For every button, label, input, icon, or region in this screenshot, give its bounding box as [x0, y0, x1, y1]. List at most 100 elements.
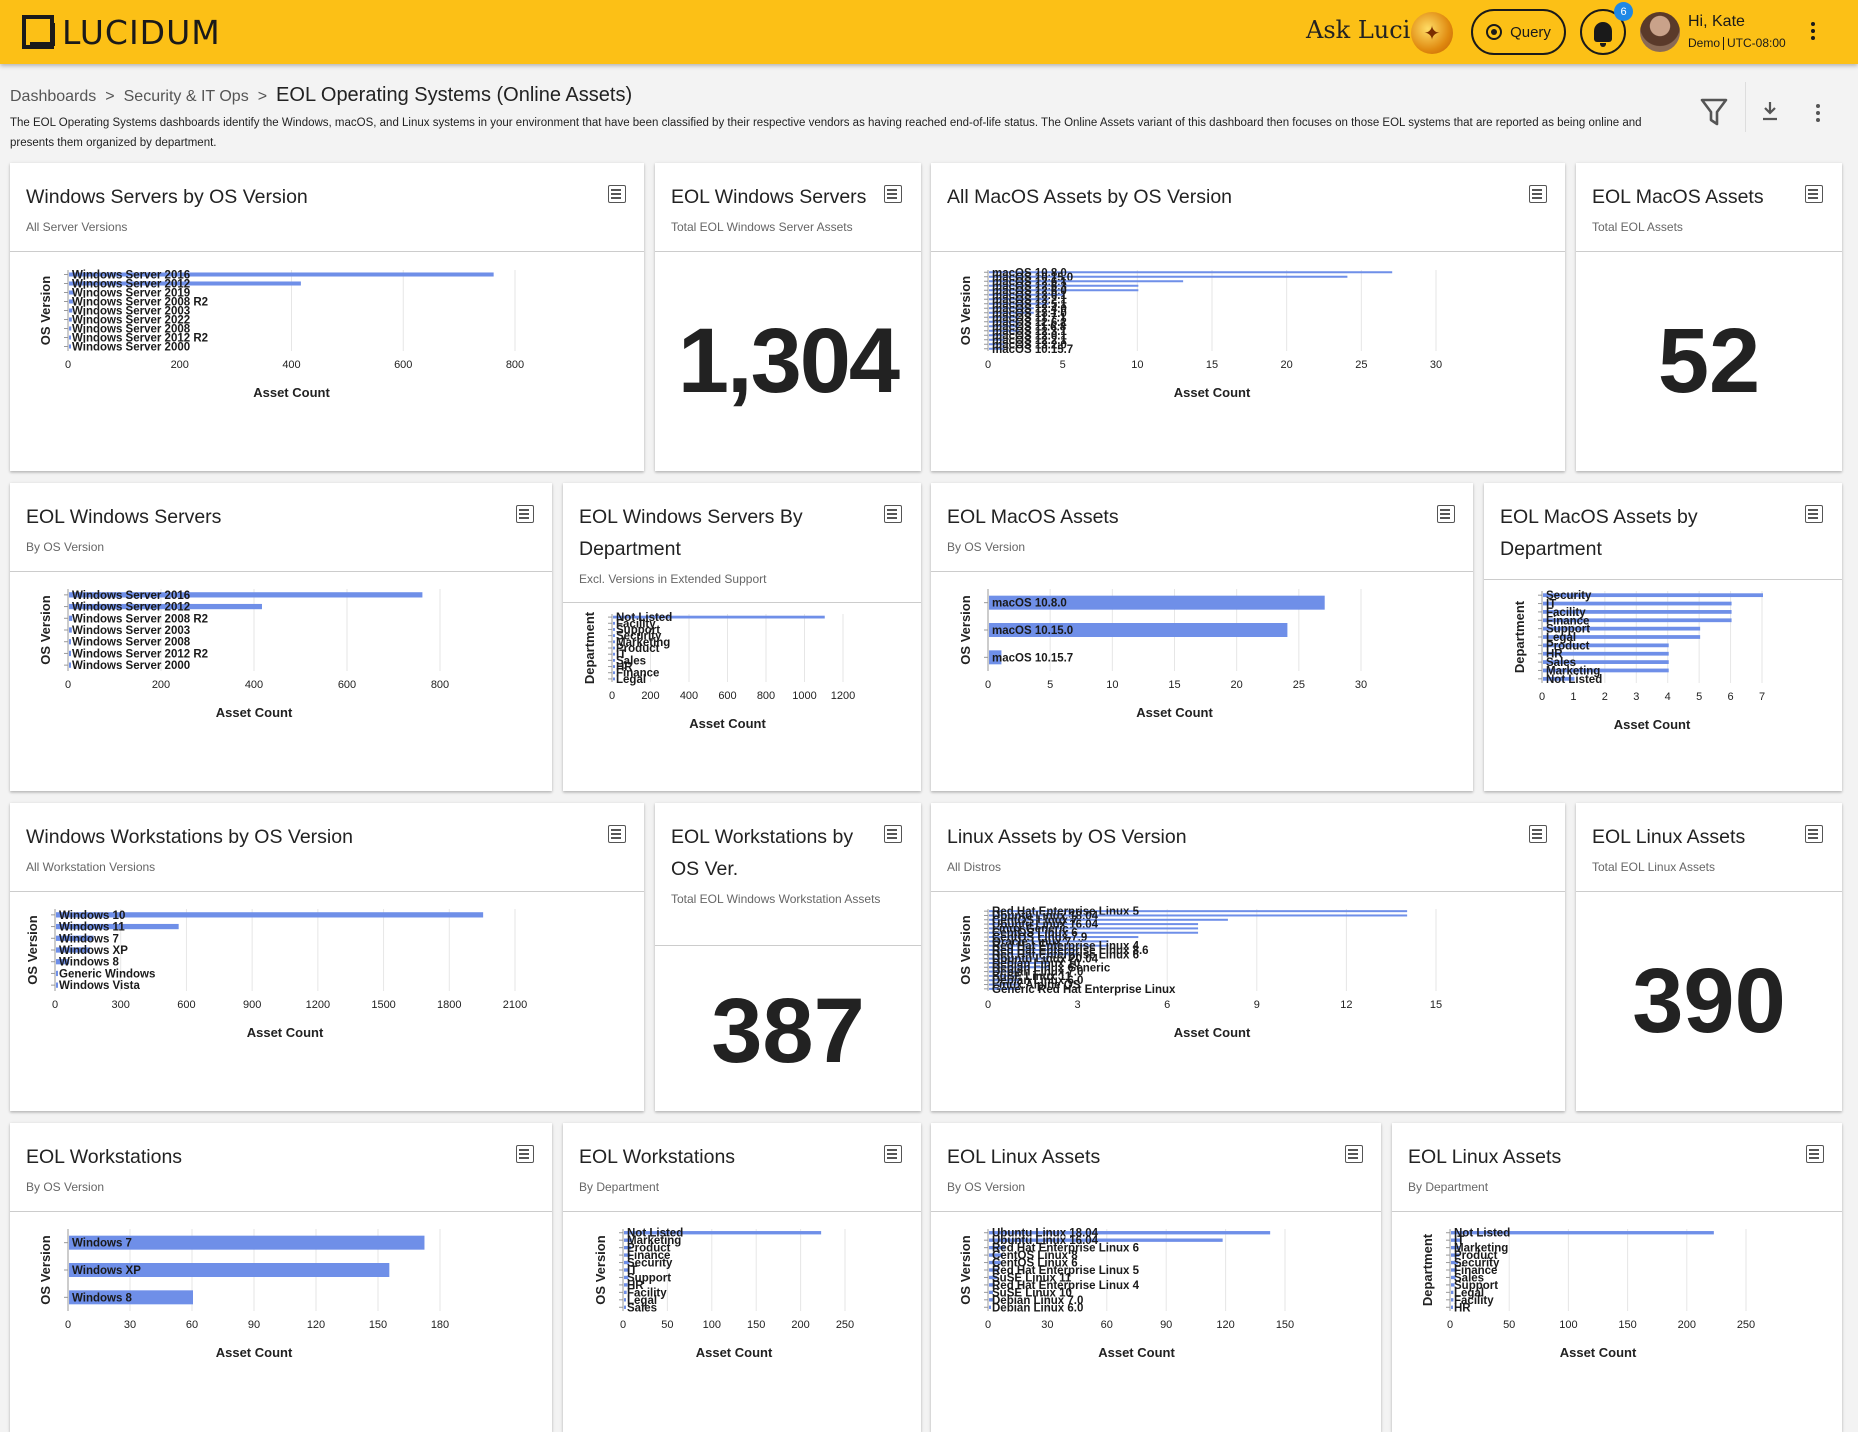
- card-menu-icon[interactable]: [516, 505, 534, 523]
- bar[interactable]: [989, 970, 1019, 973]
- bar[interactable]: [624, 1283, 628, 1287]
- bar[interactable]: [989, 595, 1325, 610]
- bar[interactable]: [989, 983, 1019, 986]
- bar[interactable]: [989, 914, 1408, 917]
- bar[interactable]: [989, 944, 1109, 947]
- bar[interactable]: [624, 1260, 630, 1265]
- bar[interactable]: [989, 918, 1228, 921]
- card-menu-icon[interactable]: [1805, 825, 1823, 843]
- bar[interactable]: [989, 271, 1393, 274]
- bar[interactable]: [624, 1275, 629, 1280]
- bar[interactable]: [989, 966, 1049, 969]
- bar[interactable]: [989, 940, 1109, 943]
- bar[interactable]: [613, 671, 615, 675]
- bar[interactable]: [989, 974, 1019, 977]
- bar[interactable]: [989, 284, 1139, 287]
- page-more-icon[interactable]: [1815, 104, 1821, 122]
- bar[interactable]: [1543, 651, 1669, 656]
- notifications-button[interactable]: [1580, 9, 1626, 55]
- bar[interactable]: [989, 1283, 995, 1287]
- bar[interactable]: [56, 959, 70, 965]
- bar[interactable]: [989, 275, 1348, 278]
- bar[interactable]: [989, 1268, 999, 1272]
- bar[interactable]: [989, 307, 1034, 310]
- card-menu-icon[interactable]: [884, 185, 902, 203]
- bar[interactable]: [624, 1253, 631, 1257]
- bar[interactable]: [989, 953, 1079, 956]
- card-menu-icon[interactable]: [884, 1145, 902, 1163]
- bar[interactable]: [69, 592, 423, 598]
- bar[interactable]: [989, 1290, 993, 1295]
- bar[interactable]: [1451, 1305, 1453, 1309]
- bar[interactable]: [1543, 635, 1701, 639]
- bar[interactable]: [989, 1231, 1271, 1235]
- user-avatar[interactable]: [1640, 12, 1680, 52]
- bar[interactable]: [56, 982, 58, 988]
- bar[interactable]: [69, 317, 72, 322]
- bar[interactable]: [69, 290, 74, 295]
- breadcrumb-dashboards[interactable]: Dashboards: [10, 88, 97, 105]
- bar[interactable]: [56, 947, 90, 953]
- bar[interactable]: [56, 970, 58, 977]
- bar[interactable]: [69, 308, 73, 313]
- bar[interactable]: [989, 1260, 1001, 1265]
- bar[interactable]: [989, 329, 1019, 332]
- bar[interactable]: [69, 662, 71, 668]
- bar[interactable]: [989, 650, 1002, 665]
- user-greeting[interactable]: Hi, Kate: [1688, 13, 1745, 30]
- bar[interactable]: [624, 1231, 822, 1235]
- bar[interactable]: [989, 280, 1184, 283]
- bar[interactable]: [989, 1298, 993, 1302]
- bar[interactable]: [69, 1235, 425, 1250]
- bar[interactable]: [69, 281, 301, 286]
- bar[interactable]: [1451, 1231, 1714, 1235]
- bar[interactable]: [989, 987, 1019, 990]
- bar[interactable]: [989, 1253, 1003, 1257]
- bar[interactable]: [69, 615, 73, 621]
- bar[interactable]: [989, 338, 1004, 341]
- card-menu-icon[interactable]: [608, 185, 626, 203]
- bar[interactable]: [69, 326, 72, 331]
- bar[interactable]: [1543, 676, 1575, 681]
- bar[interactable]: [56, 935, 94, 941]
- bar[interactable]: [989, 311, 1034, 314]
- bar[interactable]: [989, 957, 1049, 960]
- filter-icon[interactable]: [1700, 97, 1728, 127]
- bar[interactable]: [1451, 1290, 1454, 1295]
- bar[interactable]: [1543, 668, 1669, 673]
- bar[interactable]: [69, 1263, 390, 1277]
- bar[interactable]: [989, 1238, 1223, 1242]
- bar[interactable]: [1451, 1298, 1454, 1302]
- bar[interactable]: [989, 979, 1019, 982]
- bar[interactable]: [1543, 618, 1732, 623]
- bar[interactable]: [989, 302, 1049, 305]
- bar[interactable]: [1543, 610, 1732, 614]
- bar[interactable]: [613, 677, 615, 681]
- card-menu-icon[interactable]: [884, 505, 902, 523]
- query-button[interactable]: Query: [1471, 9, 1566, 55]
- bar[interactable]: [613, 652, 615, 656]
- more-vert-icon[interactable]: [1810, 22, 1816, 40]
- bar[interactable]: [69, 650, 71, 657]
- bar[interactable]: [1451, 1268, 1457, 1272]
- bar[interactable]: [1451, 1260, 1459, 1265]
- bar[interactable]: [1543, 643, 1669, 648]
- bar[interactable]: [56, 912, 484, 918]
- bar[interactable]: [989, 910, 1408, 913]
- card-menu-icon[interactable]: [1529, 185, 1547, 203]
- bar[interactable]: [613, 665, 615, 668]
- bar[interactable]: [989, 343, 1004, 346]
- bar[interactable]: [989, 931, 1199, 934]
- bar[interactable]: [1451, 1238, 1462, 1242]
- bar[interactable]: [1543, 593, 1763, 598]
- bar[interactable]: [624, 1290, 627, 1295]
- bar[interactable]: [624, 1268, 630, 1272]
- bar[interactable]: [613, 658, 615, 662]
- bar[interactable]: [56, 923, 179, 930]
- bar[interactable]: [1451, 1245, 1461, 1250]
- bar[interactable]: [989, 1275, 997, 1280]
- bar[interactable]: [624, 1245, 632, 1250]
- breadcrumb-security-it-ops[interactable]: Security & IT Ops: [123, 88, 249, 105]
- bar[interactable]: [624, 1238, 632, 1242]
- bar[interactable]: [1451, 1283, 1455, 1287]
